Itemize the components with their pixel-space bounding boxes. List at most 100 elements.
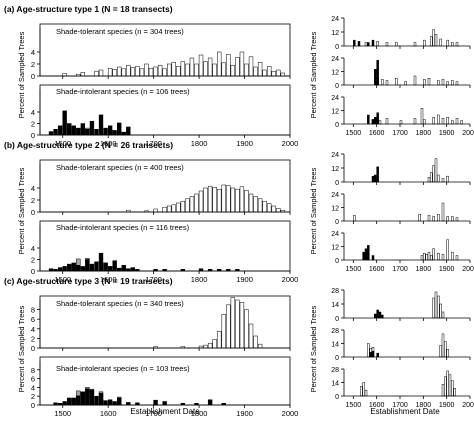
x-tick-label: 1600 — [369, 266, 385, 273]
x-tick-label: 1700 — [145, 275, 162, 284]
y-tick-label: 0 — [335, 355, 339, 362]
bar — [80, 391, 86, 406]
bar — [239, 186, 245, 213]
right-subplot: 0 12 24 1500 1600 1700 1800 1900 2000 — [331, 95, 474, 137]
bar — [271, 205, 276, 213]
bar — [364, 389, 368, 397]
bar — [62, 401, 67, 406]
bar — [76, 127, 81, 136]
bar — [221, 62, 226, 77]
bar — [126, 64, 131, 77]
bar — [212, 187, 217, 213]
bar — [430, 36, 433, 47]
y-tick-label: 0 — [335, 83, 339, 90]
x-tick-label: 2000 — [462, 402, 474, 409]
bar — [451, 42, 454, 47]
y-tick-label: 0 — [31, 267, 35, 276]
x-tick-label: 1500 — [54, 139, 71, 148]
bar — [376, 41, 379, 47]
y-tick-label: 2 — [31, 334, 35, 343]
bar — [367, 245, 370, 261]
bar — [376, 309, 379, 319]
bar — [230, 187, 236, 213]
bar — [423, 39, 426, 47]
y-tick-label: 24 — [331, 192, 339, 199]
bar — [441, 333, 445, 358]
y-tick-label: 4 — [31, 184, 35, 193]
x-tick-label: 1800 — [416, 266, 432, 273]
bar — [446, 216, 449, 222]
y-tick-label: 4 — [31, 383, 35, 392]
bar — [280, 72, 286, 77]
bar — [434, 291, 438, 319]
bar — [404, 81, 407, 86]
x-tick-label: 1900 — [236, 409, 253, 418]
bar — [107, 67, 113, 77]
x-tick-label: 1500 — [346, 130, 362, 137]
bar — [53, 129, 58, 136]
ylabel: Percent of Sampled Trees — [17, 305, 26, 392]
bar — [212, 63, 217, 77]
bar — [367, 114, 370, 125]
bar — [451, 80, 454, 86]
bar — [257, 198, 263, 213]
bar — [221, 314, 226, 349]
bar — [98, 392, 104, 406]
bar — [121, 68, 126, 77]
bar — [434, 158, 438, 183]
bar — [121, 265, 126, 272]
y-tick-label: 6 — [31, 315, 35, 324]
bar — [441, 178, 445, 183]
bar — [94, 70, 99, 77]
bar — [427, 177, 431, 183]
bar — [418, 214, 421, 222]
tolerant-plot: 0 2 4 — [31, 159, 291, 217]
bar — [117, 267, 122, 272]
bar — [80, 266, 86, 272]
bar — [444, 376, 447, 397]
bar — [427, 215, 431, 222]
bar — [171, 204, 176, 213]
bar — [253, 66, 258, 77]
bar — [248, 193, 254, 213]
bar — [230, 64, 236, 77]
bar — [71, 125, 76, 136]
bar — [207, 57, 213, 77]
bar — [267, 66, 272, 77]
y-tick-label: 0 — [335, 394, 339, 401]
right-subplot: 0 12 24 1500 1600 1700 1800 1900 2000 — [331, 231, 474, 273]
bar — [248, 56, 254, 77]
bar — [98, 252, 104, 272]
bar — [207, 342, 213, 349]
x-tick-label: 2000 — [282, 139, 299, 148]
bar — [212, 339, 217, 349]
bar — [94, 261, 99, 272]
x-tick-label: 1700 — [392, 402, 408, 409]
bar — [432, 297, 435, 319]
intolerant-plot: 0 2 4 1500 1600 1700 1800 1900 2000 — [31, 220, 298, 284]
bar — [437, 295, 440, 319]
bar — [162, 401, 167, 406]
bar — [112, 260, 117, 272]
y-tick-label: 28 — [331, 328, 339, 335]
y-tick-label: 28 — [331, 367, 339, 374]
bar — [62, 110, 67, 136]
y-tick-label: 8 — [31, 306, 35, 315]
bar — [441, 311, 445, 319]
right-subplot: 0 12 24 — [331, 16, 471, 51]
bar — [364, 248, 368, 261]
bar — [107, 399, 113, 406]
x-tick-label: 1800 — [191, 139, 208, 148]
bar — [367, 343, 370, 358]
bar — [446, 39, 449, 47]
bar — [267, 203, 272, 213]
y-tick-label: 2 — [31, 196, 35, 205]
bar — [423, 79, 426, 86]
bar — [235, 57, 240, 77]
x-tick-label: 1600 — [100, 275, 117, 284]
bar — [455, 255, 459, 261]
bar — [446, 81, 449, 86]
y-tick-label: 2 — [31, 120, 35, 129]
x-tick-label: 1500 — [54, 409, 71, 418]
bar — [217, 51, 222, 77]
